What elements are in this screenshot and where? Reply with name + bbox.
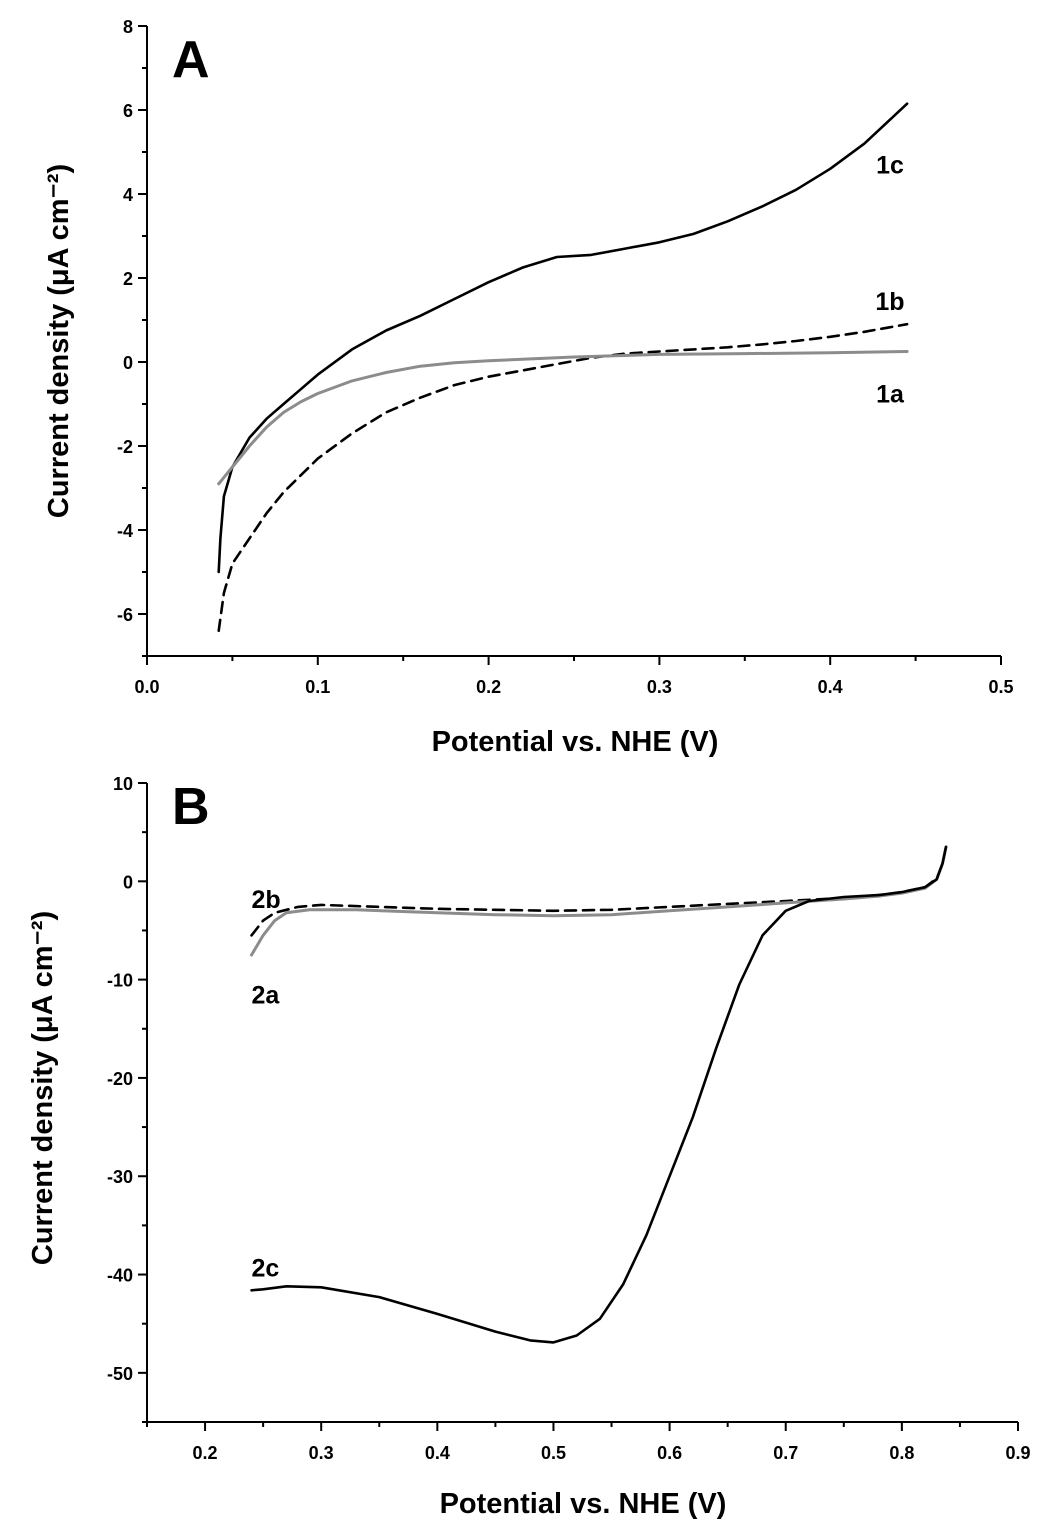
- panel-a-chart: A 0.0 0.1 0.2 0.3 0.4 0.5 -6 -4 -2 0 2 4 6 8 1c 1b 1a P…: [43, 17, 1014, 758]
- panel-a-x-tick-label: 0.0: [134, 677, 159, 697]
- panel-b-series-2a: [250, 845, 948, 957]
- panel-a-y-tick-label: -2: [117, 437, 133, 457]
- panel-a-x-tick-label: 0.2: [476, 677, 501, 697]
- panel-b-x-tick-label: 0.5: [541, 1443, 566, 1463]
- panel-a-y-axis-title: Current density (μA cm⁻²): [43, 164, 75, 518]
- panel-b-curve-labels: 2b 2a 2c: [252, 886, 281, 1283]
- panel-b-y-axis-title: Current density (μA cm⁻²): [27, 911, 59, 1265]
- panel-a-curve-labels: 1c 1b 1a: [875, 152, 905, 409]
- panel-a-y-tick-label: -4: [117, 521, 133, 541]
- panel-a-x-tick-label: 0.4: [818, 677, 843, 697]
- panel-b-y-tick-label: -10: [107, 971, 133, 991]
- panel-b-y-tick-label: -50: [107, 1364, 133, 1384]
- panel-b-chart: B 0.2 0.3 0.4 0.5 0.6 0.7 0.8 0.9 -50 -40 -30 -20 -1…: [27, 774, 1031, 1520]
- panel-b-x-tick-label: 0.7: [773, 1443, 798, 1463]
- panel-b-axes: 0.2 0.3 0.4 0.5 0.6 0.7 0.8 0.9 -50 -40 -30 -20 -10 0…: [107, 774, 1031, 1463]
- panel-b-y-tick-label: 10: [113, 774, 133, 794]
- panel-b-series-2b: [250, 845, 948, 937]
- panel-a-series-1b: [217, 322, 909, 633]
- panel-b-x-tick-label: 0.2: [193, 1443, 218, 1463]
- panel-a-y-tick-label: 2: [123, 269, 133, 289]
- panel-a-x-tick-label: 0.1: [305, 677, 330, 697]
- panel-a-letter: A: [172, 31, 210, 89]
- panel-b-y-tick-label: 0: [123, 872, 133, 892]
- panel-a-y-tick-label: 0: [123, 353, 133, 373]
- panel-a-y-tick-label: 4: [123, 185, 133, 205]
- panel-a-label-1c: 1c: [876, 152, 904, 180]
- panel-b-x-tick-label: 0.8: [889, 1443, 914, 1463]
- panel-a-series: [217, 102, 909, 633]
- panel-b-series: [250, 845, 948, 1344]
- panel-a-series-1a: [217, 350, 909, 486]
- panel-a-x-tick-label: 0.3: [647, 677, 672, 697]
- panel-a-axes: 0.0 0.1 0.2 0.3 0.4 0.5 -6 -4 -2 0 2 4 6 8: [117, 17, 1014, 697]
- panel-a-series-1c: [217, 102, 909, 574]
- panel-b-label-2b: 2b: [252, 886, 281, 914]
- panel-a-x-tick-label: 0.5: [988, 677, 1013, 697]
- panel-b-x-tick-label: 0.4: [425, 1443, 450, 1463]
- panel-a-y-tick-label: 6: [123, 101, 133, 121]
- panel-b-label-2a: 2a: [252, 981, 281, 1009]
- panel-b-y-tick-label: -40: [107, 1266, 133, 1286]
- panel-b-x-axis-title: Potential vs. NHE (V): [440, 1488, 727, 1520]
- panel-a-y-tick-label: 8: [123, 17, 133, 37]
- panel-b-x-tick-label: 0.9: [1005, 1443, 1030, 1463]
- panel-b-label-2c: 2c: [252, 1255, 280, 1283]
- panel-a-label-1a: 1a: [876, 381, 905, 409]
- panel-a-x-axis-title: Potential vs. NHE (V): [432, 726, 719, 758]
- panel-b-series-2c: [250, 845, 948, 1344]
- panel-b-y-tick-label: -30: [107, 1167, 133, 1187]
- panel-b-letter: B: [172, 778, 210, 836]
- panel-b-y-tick-label: -20: [107, 1069, 133, 1089]
- panel-b-x-tick-label: 0.3: [309, 1443, 334, 1463]
- panel-a-label-1b: 1b: [875, 288, 904, 316]
- panel-a-y-tick-label: -6: [117, 605, 133, 625]
- panel-b-x-tick-label: 0.6: [657, 1443, 682, 1463]
